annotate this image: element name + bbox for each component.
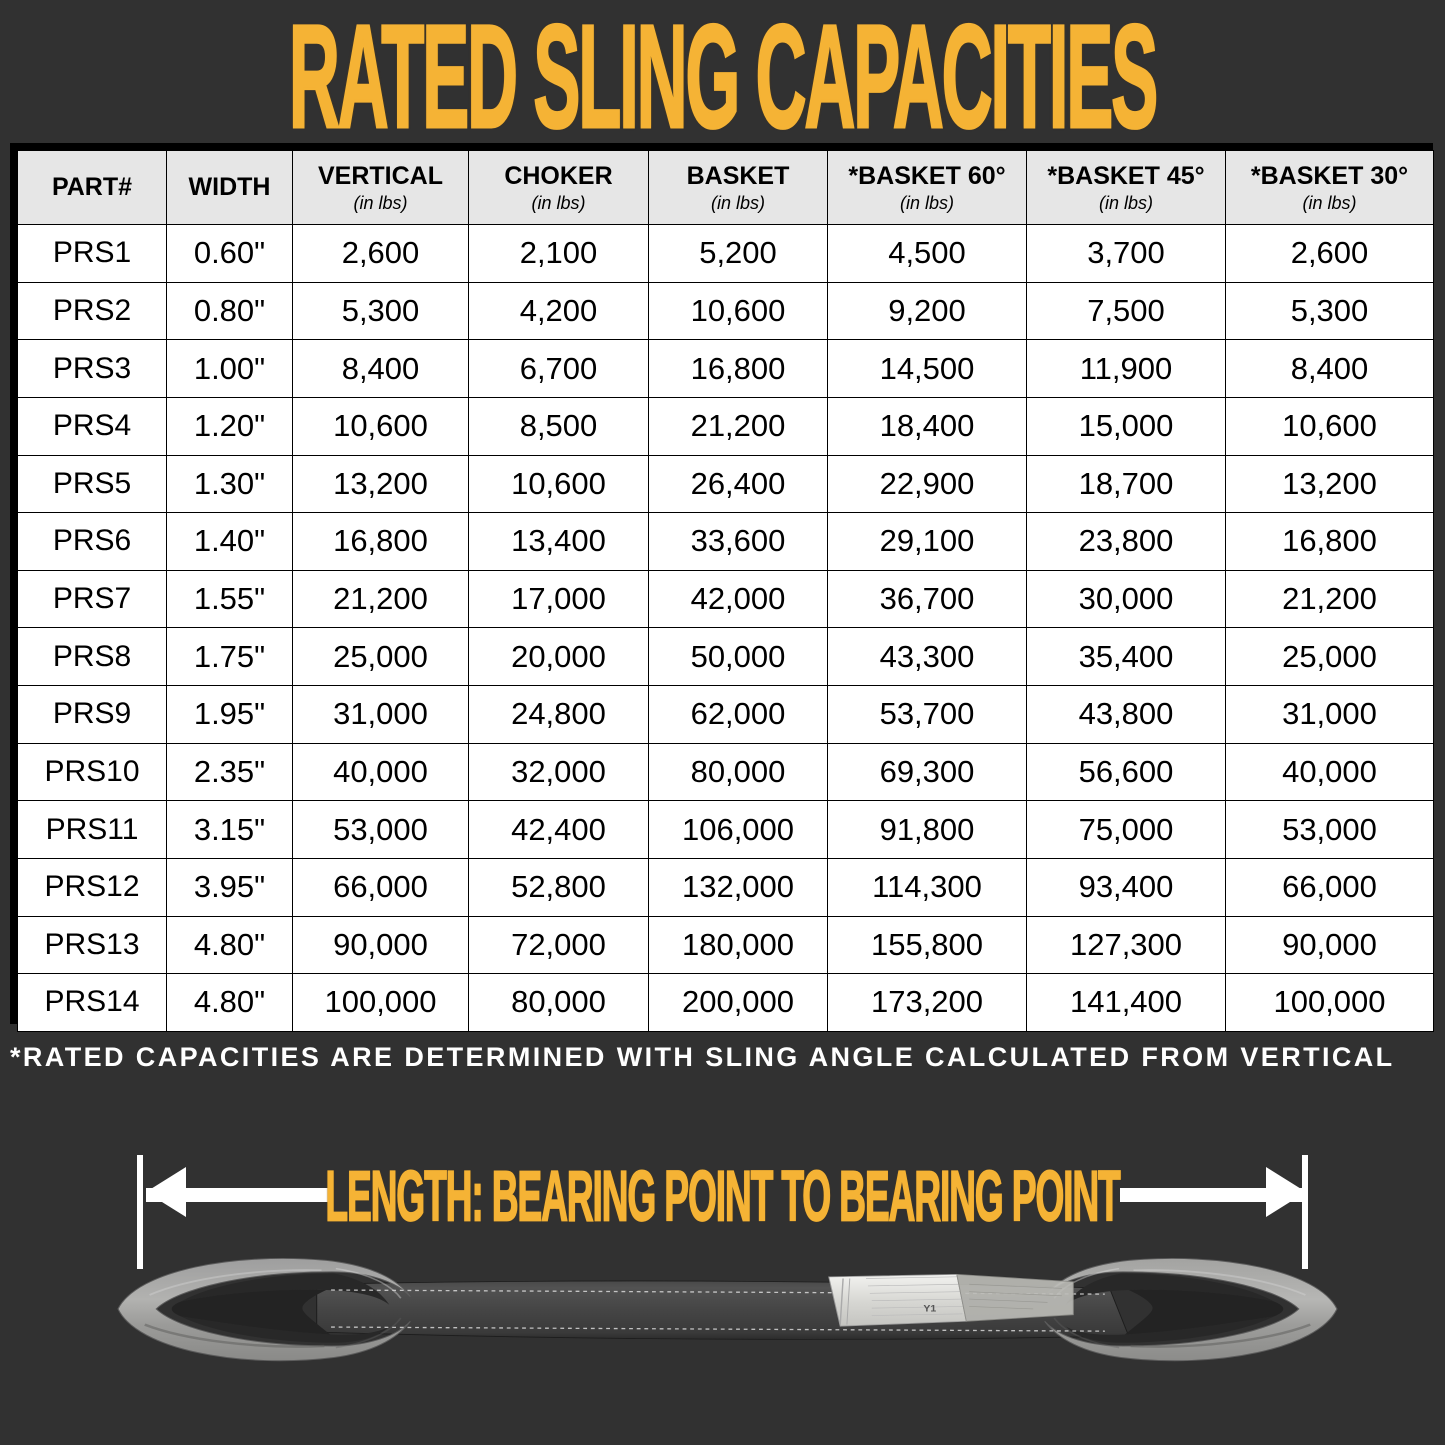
svg-text:Y1: Y1 [923,1304,936,1314]
